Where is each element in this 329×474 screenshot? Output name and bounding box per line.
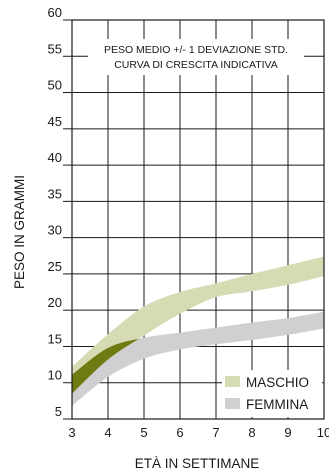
y-tick-label-5: 5	[55, 404, 62, 419]
y-tick-label-50: 50	[48, 78, 62, 93]
y-tick-label-60: 60	[48, 5, 62, 20]
y-tick-label-45: 45	[48, 114, 62, 129]
legend-swatch-femmina	[225, 398, 240, 409]
legend: MASCHIO FEMMINA	[222, 370, 322, 417]
y-axis-title: PESO IN GRAMMI	[12, 175, 27, 289]
y-tick-label-20: 20	[48, 295, 62, 310]
bands	[72, 256, 324, 406]
gridlines	[72, 20, 324, 419]
y-tick-label-55: 55	[48, 41, 62, 56]
y-tick-label-40: 40	[48, 150, 62, 165]
x-tick-label-8: 8	[248, 425, 255, 440]
band-femmina	[72, 311, 324, 406]
x-tick-label-3: 3	[68, 425, 75, 440]
y-tick-label-15: 15	[48, 331, 62, 346]
legend-swatch-maschio	[225, 376, 240, 387]
annotation-line-2: CURVA DI CRESCITA INDICATIVA	[114, 59, 278, 71]
x-tick-label-6: 6	[176, 425, 183, 440]
annotation-line-1: PESO MEDIO +/- 1 DEVIAZIONE STD.	[104, 44, 288, 56]
x-tick-label-9: 9	[284, 425, 291, 440]
legend-label-maschio: MASCHIO	[246, 375, 309, 390]
band-maschio	[72, 256, 324, 394]
y-tick-label-35: 35	[48, 186, 62, 201]
x-tick-label-10: 10	[317, 425, 329, 440]
y-tick-label-10: 10	[48, 368, 62, 383]
plot-frame	[71, 19, 325, 420]
y-tick-label-25: 25	[48, 259, 62, 274]
x-tick-label-7: 7	[212, 425, 219, 440]
legend-label-femmina: FEMMINA	[246, 397, 308, 412]
x-tick-label-5: 5	[140, 425, 147, 440]
x-axis-title: ETÀ IN SETTIMANE	[135, 456, 260, 471]
annotation-box: PESO MEDIO +/- 1 DEVIAZIONE STD. CURVA D…	[88, 39, 304, 75]
y-tick-label-30: 30	[48, 223, 62, 238]
x-tick-label-4: 4	[104, 425, 111, 440]
